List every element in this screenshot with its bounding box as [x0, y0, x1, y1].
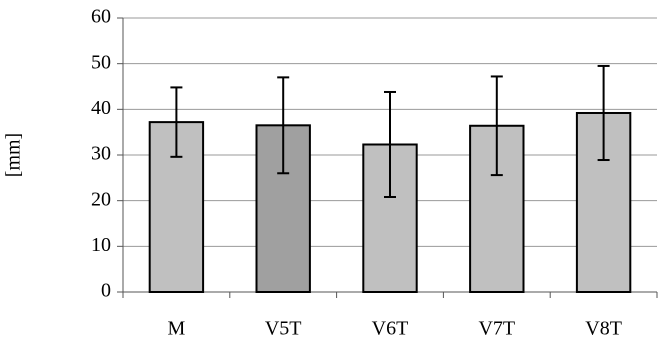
y-tick-label: 30 [91, 143, 111, 165]
y-axis-label: [mm] [3, 133, 25, 177]
y-tick-label: 40 [91, 97, 111, 119]
x-tick-label: V5T [265, 318, 302, 340]
x-tick-label: V7T [478, 318, 515, 340]
x-tick-label: V8T [585, 318, 622, 340]
y-tick-label: 0 [101, 280, 111, 302]
y-tick-label: 60 [91, 6, 111, 28]
y-tick-label: 20 [91, 188, 111, 210]
y-tick-label: 10 [91, 234, 111, 256]
x-tick-label: V6T [372, 318, 409, 340]
x-tick-label: M [168, 318, 186, 340]
y-tick-label: 50 [91, 51, 111, 73]
